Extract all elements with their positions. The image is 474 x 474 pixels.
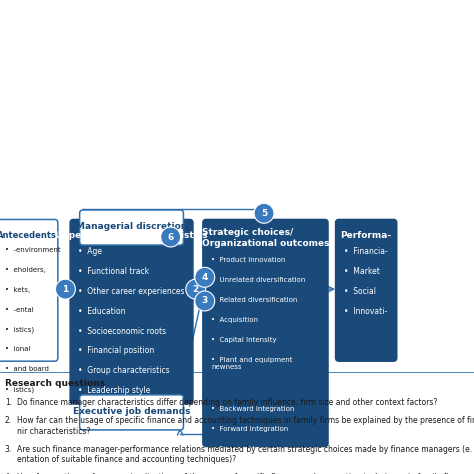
Text: •  Acquisition: • Acquisition [211,317,258,323]
Text: Strategic choices/
Organizational outcomes: Strategic choices/ Organizational outcom… [202,228,329,248]
FancyBboxPatch shape [70,219,193,404]
Text: •  Education: • Education [78,307,126,316]
Text: Are such finance manager-performance relations mediated by certain strategic cho: Are such finance manager-performance rel… [17,445,472,464]
Text: •  Unrelated diversification: • Unrelated diversification [211,277,305,283]
FancyBboxPatch shape [0,219,58,361]
Text: •  Other career experiences: • Other career experiences [78,287,185,296]
Text: Upper echelon characteristics: Upper echelon characteristics [55,231,208,240]
FancyBboxPatch shape [80,395,183,430]
Circle shape [55,279,75,299]
Text: •  ional: • ional [5,346,30,353]
Text: 6: 6 [167,233,174,241]
Text: •  Product innovation: • Product innovation [211,257,285,264]
Text: •  Financial position: • Financial position [78,346,155,356]
Text: •  Administrative complexity: • Administrative complexity [211,466,311,472]
Text: •  Backward integration: • Backward integration [211,406,294,412]
Text: Executive job demands: Executive job demands [73,407,190,416]
Text: •  Social: • Social [344,287,376,296]
Circle shape [161,227,181,247]
Circle shape [254,203,274,223]
Text: 3.: 3. [5,445,12,454]
Text: Managerial discretion: Managerial discretion [76,222,187,231]
Text: •  Functional track: • Functional track [78,267,149,276]
Text: Research questions: Research questions [5,379,105,388]
Text: •  Age: • Age [78,247,102,256]
Text: 1.: 1. [5,398,12,407]
Text: •  istics): • istics) [5,386,34,393]
Text: 5: 5 [261,209,267,218]
Text: •  Leadership style: • Leadership style [78,386,151,395]
Text: 4: 4 [201,273,208,282]
FancyBboxPatch shape [336,219,397,361]
Text: 3: 3 [201,297,208,305]
Text: How far are the performance implications of the usage of specific finance and ac: How far are the performance implications… [17,473,474,474]
Text: •  Financial leverage: • Financial leverage [211,446,283,452]
Text: Antecedents: Antecedents [0,231,57,240]
Text: Do finance manager characteristics differ depending on family influence, firm si: Do finance manager characteristics diffe… [17,398,437,407]
Text: Performa-: Performa- [341,231,392,240]
Text: •  Capital Intensity: • Capital Intensity [211,337,276,343]
Text: •  kets,: • kets, [5,287,30,293]
Text: •  eholders,: • eholders, [5,267,46,273]
Text: •  Plant and equipment
newness: • Plant and equipment newness [211,357,292,370]
Text: How far can the usage of specific finance and accounting techniques in family fi: How far can the usage of specific financ… [17,416,474,436]
Text: •  Innovati-: • Innovati- [344,307,387,316]
Circle shape [195,291,215,311]
Text: 1: 1 [62,285,69,293]
Text: •  Related diversification: • Related diversification [211,297,297,303]
Text: •  Socioeconomic roots: • Socioeconomic roots [78,327,166,336]
Text: •  istics): • istics) [5,327,34,333]
Circle shape [195,267,215,287]
Text: •  Market: • Market [344,267,380,276]
Text: •  and board: • and board [5,366,49,373]
FancyBboxPatch shape [203,219,328,447]
Text: •  -ental: • -ental [5,307,34,313]
Text: 2: 2 [192,285,199,293]
Circle shape [186,279,206,299]
Text: •  Group characteristics: • Group characteristics [78,366,170,375]
Text: •  Financia-: • Financia- [344,247,387,256]
Text: 2.: 2. [5,416,12,425]
Text: •  Forward integration: • Forward integration [211,426,288,432]
Text: 4.: 4. [5,473,12,474]
Text: •  -environment: • -environment [5,247,60,253]
FancyBboxPatch shape [80,210,183,245]
